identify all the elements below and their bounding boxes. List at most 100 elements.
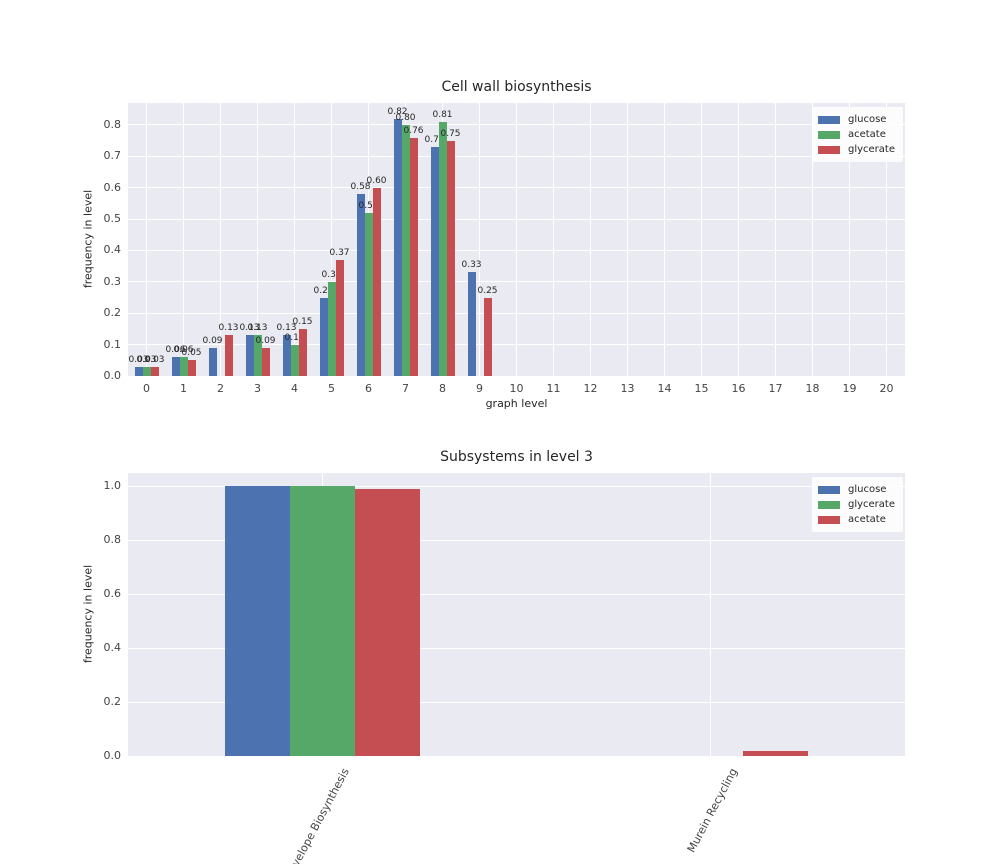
- gridline: [479, 103, 480, 376]
- legend-swatch: [817, 500, 840, 509]
- bar-value-label: 0.03: [128, 354, 149, 365]
- bar-value-label: 0.73: [424, 134, 445, 145]
- bar-value-label: 0.05: [181, 348, 202, 359]
- bar: [282, 335, 291, 376]
- bar: [179, 357, 188, 376]
- legend-swatch: [817, 515, 840, 524]
- bar: [438, 121, 447, 376]
- y-tick-label: 0.2: [103, 306, 122, 320]
- gridline: [553, 103, 554, 376]
- bar-value-label: 0.25: [313, 285, 334, 296]
- x-tick-label: 12: [583, 382, 598, 395]
- bar-value-label: 0.25: [477, 285, 498, 296]
- bar: [430, 146, 439, 376]
- x-tick-label: 18: [805, 382, 820, 395]
- gridline: [128, 701, 905, 703]
- bar-value-label: 0.13: [276, 323, 297, 334]
- bar-value-label: 0.80: [395, 112, 416, 123]
- bar: [208, 347, 217, 376]
- gridline: [886, 103, 887, 376]
- bar: [261, 347, 270, 376]
- bar-value-label: 0.81: [432, 109, 453, 120]
- y-tick-label: 0.4: [103, 641, 122, 655]
- gridline: [220, 103, 221, 376]
- bar: [224, 486, 290, 756]
- x-axis-title: graph level: [485, 397, 548, 410]
- x-tick-label: 20: [879, 382, 894, 395]
- bar: [335, 259, 344, 376]
- y-tick-label: 0.0: [103, 749, 122, 762]
- gridline: [664, 103, 665, 376]
- bar-value-label: 0.58: [350, 182, 371, 192]
- gridline: [128, 485, 905, 487]
- y-tick-label: 1.0: [103, 479, 122, 493]
- x-tick-label: 6: [365, 382, 372, 395]
- bar-value-label: 0.09: [202, 335, 223, 346]
- gridline: [516, 103, 517, 376]
- bar-value-label: 0.52: [358, 200, 379, 211]
- bar: [446, 140, 455, 376]
- legend-label: glycerate: [847, 143, 895, 155]
- bar-value-label: 0.13: [247, 323, 268, 334]
- x-tick-label: 11: [546, 382, 561, 395]
- gridline: [590, 103, 591, 376]
- x-tick-label: 13: [620, 382, 635, 395]
- x-tick-label: 8: [439, 382, 446, 395]
- plot-area: 0.03 0.06 0.09 0.13 0.13 0.25 0.58 0.82 0.73 0.33…: [128, 103, 905, 376]
- gridline: [146, 103, 147, 376]
- bar-value-label: 0.09: [255, 335, 276, 346]
- bar: [483, 297, 492, 376]
- x-tick-label: 15: [694, 382, 709, 395]
- legend-item: acetate: [817, 512, 895, 527]
- y-tick-label: 0.6: [103, 587, 122, 601]
- x-tick-label: 7: [402, 382, 409, 395]
- legend-item: acetate: [817, 127, 895, 142]
- legend-label: glycerate: [847, 498, 895, 510]
- bar-value-label: 0.13: [218, 323, 239, 334]
- bar: [467, 272, 476, 376]
- legend-label: glucose: [847, 483, 887, 495]
- gridline: [701, 103, 702, 376]
- legend-label: acetate: [847, 128, 886, 140]
- bar-value-label: 0.13: [239, 323, 260, 334]
- legend: glucose glycerate acetate: [811, 477, 903, 532]
- y-tick-label: 0.1: [103, 337, 122, 351]
- x-tick-label: 0: [143, 382, 150, 395]
- bar: [171, 357, 180, 376]
- y-tick-label: 0.0: [103, 369, 122, 382]
- gridline: [849, 103, 850, 376]
- bar: [187, 360, 196, 376]
- bar-value-label: 0.82: [387, 106, 408, 117]
- bar: [290, 344, 299, 376]
- gridline: [128, 539, 905, 541]
- bar: [356, 194, 365, 376]
- bar: [142, 366, 151, 376]
- x-tick-label: 17: [768, 382, 783, 395]
- bar: [253, 335, 262, 376]
- y-tick-label: 0.8: [103, 117, 122, 131]
- bar: [393, 118, 402, 376]
- chart-title: Subsystems in level 3: [440, 449, 593, 465]
- bar-value-label: 0.06: [173, 345, 194, 356]
- x-tick-label: 2: [217, 382, 224, 395]
- bar: [364, 212, 373, 376]
- gridline: [775, 103, 776, 376]
- legend-swatch: [817, 130, 840, 139]
- bar-value-label: 0.76: [403, 125, 424, 136]
- gridline: [738, 103, 739, 376]
- gridline: [812, 103, 813, 376]
- legend-swatch: [817, 485, 840, 494]
- bar-value-label: 0.10: [284, 332, 305, 343]
- plot-area: [128, 473, 905, 756]
- bar-value-label: 0.03: [136, 354, 157, 365]
- bar-value-label: 0.06: [165, 345, 186, 356]
- bar-value-label: 0.30: [321, 269, 342, 280]
- legend: glucose acetate glycerate: [811, 107, 903, 162]
- x-tick-label: 9: [476, 382, 483, 395]
- bar: [224, 335, 233, 376]
- y-axis-title: frequency in level: [81, 189, 95, 289]
- bar: [372, 187, 381, 376]
- bar: [134, 366, 143, 376]
- y-tick-label: 0.3: [103, 274, 122, 288]
- y-tick-label: 0.4: [103, 243, 122, 257]
